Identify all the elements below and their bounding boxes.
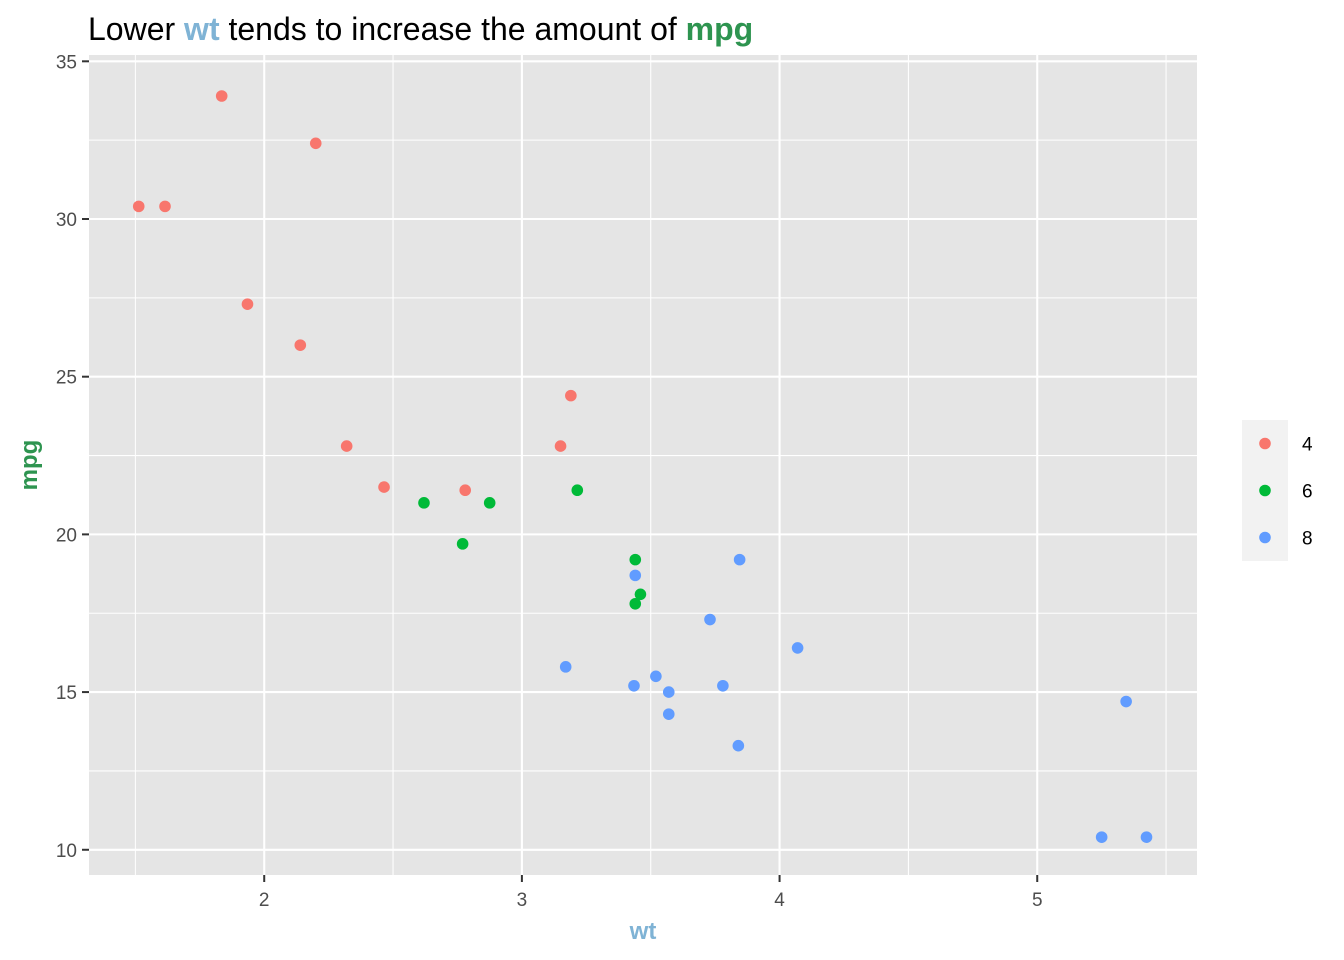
legend: 4 6 8 [1242,420,1313,561]
y-tick-label: 30 [56,210,77,231]
data-point-cyl-8 [733,553,746,566]
data-point-cyl-8 [1120,695,1132,708]
x-tick-label: 5 [1032,890,1043,911]
grid-lines [89,55,1197,875]
y-tick-label: 15 [56,683,77,704]
data-point-cyl-6 [629,553,642,566]
data-point-cyl-8 [650,670,662,683]
legend-label: 8 [1302,529,1313,550]
data-point-cyl-4 [554,440,567,452]
data-point-cyl-8 [1095,831,1108,843]
data-point-cyl-8 [628,679,640,692]
data-point-cyl-4 [241,298,254,310]
data-point-cyl-8 [732,739,745,752]
legend-label: 6 [1302,482,1313,503]
data-point-cyl-4 [340,440,353,452]
data-point-cyl-8 [559,661,572,673]
data-point-cyl-6 [483,497,496,509]
data-point-cyl-4 [459,484,472,497]
title-part: mpg [686,11,754,47]
x-tick-label: 4 [774,890,785,911]
data-point-cyl-8 [704,613,716,626]
data-point-cyl-4 [132,200,145,213]
y-tick-label: 25 [56,368,77,389]
data-point-cyl-8 [662,686,675,698]
legend-label: 4 [1302,435,1313,456]
data-point-cyl-6 [634,588,647,601]
title-part: Lower [88,11,184,47]
chart-title: Lower wt tends to increase the amount of… [88,11,753,47]
data-point-cyl-6 [629,597,642,610]
x-tick-label: 2 [259,890,270,911]
y-tick-label: 10 [56,841,77,862]
data-point-cyl-8 [629,569,642,582]
y-tick-label: 35 [56,52,77,73]
legend-marker [1259,484,1271,497]
y-tick-label: 20 [56,525,77,546]
data-point-cyl-4 [294,339,307,351]
data-point-cyl-8 [662,708,675,720]
data-point-cyl-4 [159,200,171,213]
data-point-cyl-4 [309,137,322,150]
data-points [132,90,1153,843]
x-tick-label: 3 [517,890,528,911]
data-point-cyl-6 [456,538,469,550]
data-point-cyl-4 [215,90,228,102]
x-axis-title: wt [629,918,657,945]
data-point-cyl-8 [717,679,729,692]
data-point-cyl-6 [571,484,584,497]
title-part: tends to increase the amount of [220,11,686,47]
legend-marker [1259,531,1271,544]
data-point-cyl-6 [418,497,430,509]
axes: 2 3 4 5 10 15 20 25 30 35 [56,52,1043,911]
data-point-cyl-8 [791,642,804,654]
data-point-cyl-4 [565,389,577,402]
legend-marker [1259,437,1271,450]
y-axis-title: mpg [16,440,43,491]
data-point-cyl-8 [1140,831,1153,843]
data-point-cyl-4 [378,481,390,493]
title-part: wt [183,11,220,47]
plot-panel [89,55,1197,875]
